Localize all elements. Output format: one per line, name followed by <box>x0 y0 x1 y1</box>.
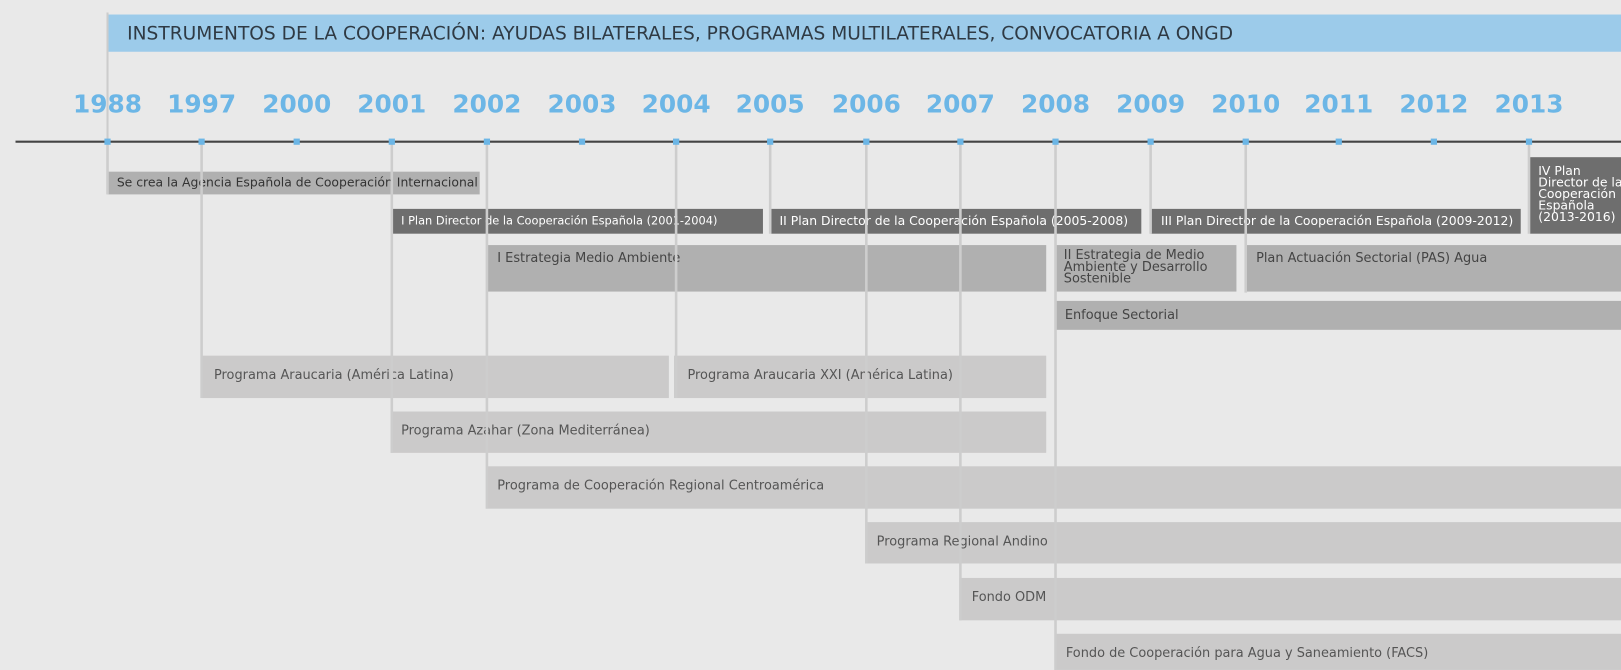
bar-label: Fondo ODM <box>972 590 1046 605</box>
year-label: 2012 <box>1399 89 1468 118</box>
year-label: 2006 <box>832 89 901 118</box>
year-dot <box>293 138 300 145</box>
year-dot <box>388 138 395 145</box>
year-dot <box>957 138 964 145</box>
bar-label: Programa Azahar (Zona Mediterránea) <box>401 424 650 439</box>
bar <box>1245 245 1621 292</box>
year-dot <box>1525 138 1533 145</box>
bar <box>1055 245 1237 292</box>
bar <box>674 355 1047 399</box>
bar-label: I Estrategia Medio Ambiente <box>497 251 680 266</box>
year-label: 2004 <box>642 89 711 118</box>
bar <box>865 522 1621 564</box>
bar <box>392 208 763 234</box>
bar-label: II Estrategia de Medio <box>1064 248 1205 263</box>
year-dot <box>1242 138 1249 145</box>
bar-label: Programa de Cooperación Regional Centroa… <box>497 478 824 493</box>
year-label: 2003 <box>548 89 617 118</box>
bar <box>486 245 1047 292</box>
bar <box>1530 157 1621 234</box>
bar <box>771 208 1142 234</box>
year-dot <box>483 138 491 145</box>
year-dot <box>767 138 774 145</box>
bar-label: Española <box>1538 197 1594 212</box>
year-label: 2002 <box>452 89 521 118</box>
bar-label: Fondo de Cooperación para Agua y Saneami… <box>1066 646 1428 661</box>
bar-label: Director de la <box>1538 175 1621 190</box>
bar-label: III Plan Director de la Cooperación Espa… <box>1161 213 1513 228</box>
year-label: 2010 <box>1211 89 1280 118</box>
bar <box>1150 208 1521 234</box>
title: INSTRUMENTOS DE LA COOPERACIÓN: AYUDAS B… <box>127 21 1233 45</box>
year-label: 2013 <box>1494 89 1563 118</box>
year-label: 2008 <box>1021 89 1090 118</box>
year-dot <box>198 138 205 145</box>
bar-label: Sostenible <box>1064 272 1131 287</box>
bar-label: Plan Actuación Sectorial (PAS) Agua <box>1256 251 1487 266</box>
year-label: 1997 <box>167 89 236 118</box>
year-dot <box>673 138 680 145</box>
year-label: 2011 <box>1304 89 1373 118</box>
year-dot <box>578 138 586 145</box>
bar <box>485 466 1621 509</box>
bar <box>390 411 1047 453</box>
year-dot <box>1147 138 1154 145</box>
bar-label: Cooperación <box>1538 186 1616 201</box>
bar-label: II Plan Director de la Cooperación Españ… <box>779 213 1128 228</box>
year-dot <box>104 138 111 145</box>
year-label: 1988 <box>73 89 142 118</box>
bar-label: Ambiente y Desarrollo <box>1064 260 1208 275</box>
bar <box>201 355 669 399</box>
bar-label: Se crea la Agencia Española de Cooperaci… <box>117 175 478 190</box>
bar-label: IV Plan <box>1538 163 1580 178</box>
year-dot <box>1052 138 1059 145</box>
bar <box>959 577 1621 621</box>
year-label: 2005 <box>736 89 805 118</box>
year-label: 2001 <box>357 89 426 118</box>
bar <box>1055 300 1621 330</box>
title-band <box>107 14 1621 52</box>
bar <box>1054 633 1621 670</box>
bar-label: (2013-2016) <box>1538 209 1615 224</box>
bar-label: Enfoque Sectorial <box>1065 308 1179 323</box>
bar-label: Programa Araucaria (América Latina) <box>214 368 454 383</box>
bar-label: Programa Regional Andino <box>877 534 1048 549</box>
year-dot <box>1430 138 1437 145</box>
bar-label: Programa Araucaria XXI (América Latina) <box>687 368 952 383</box>
year-dot <box>1335 138 1342 145</box>
year-label: 2009 <box>1116 89 1185 118</box>
year-label: 2000 <box>262 89 331 118</box>
bar-label: I Plan Director de la Cooperación Españo… <box>401 213 717 227</box>
year-dot <box>863 138 870 145</box>
year-label: 2007 <box>926 89 995 118</box>
